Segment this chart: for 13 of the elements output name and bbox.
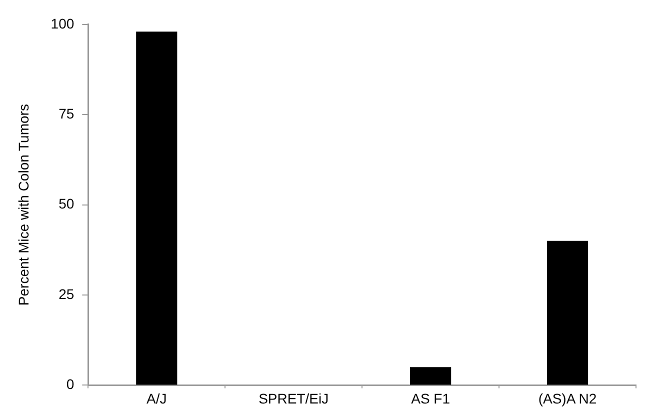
x-tick-label: AS F1 <box>411 390 450 406</box>
bar <box>410 367 452 385</box>
x-tick-label: (AS)A N2 <box>538 390 597 406</box>
x-tick-label: A/J <box>146 390 167 406</box>
y-tick-label: 75 <box>58 105 74 122</box>
y-tick-label: 50 <box>58 196 74 212</box>
bar <box>546 240 588 385</box>
y-tick-label: 100 <box>50 15 74 32</box>
bar <box>136 32 178 385</box>
y-tick-label: 0 <box>66 376 74 392</box>
y-tick-label: 25 <box>58 286 74 302</box>
y-axis-title: Percent Mice with Colon Tumors <box>15 104 32 306</box>
x-tick-label: SPRET/EiJ <box>258 390 329 406</box>
